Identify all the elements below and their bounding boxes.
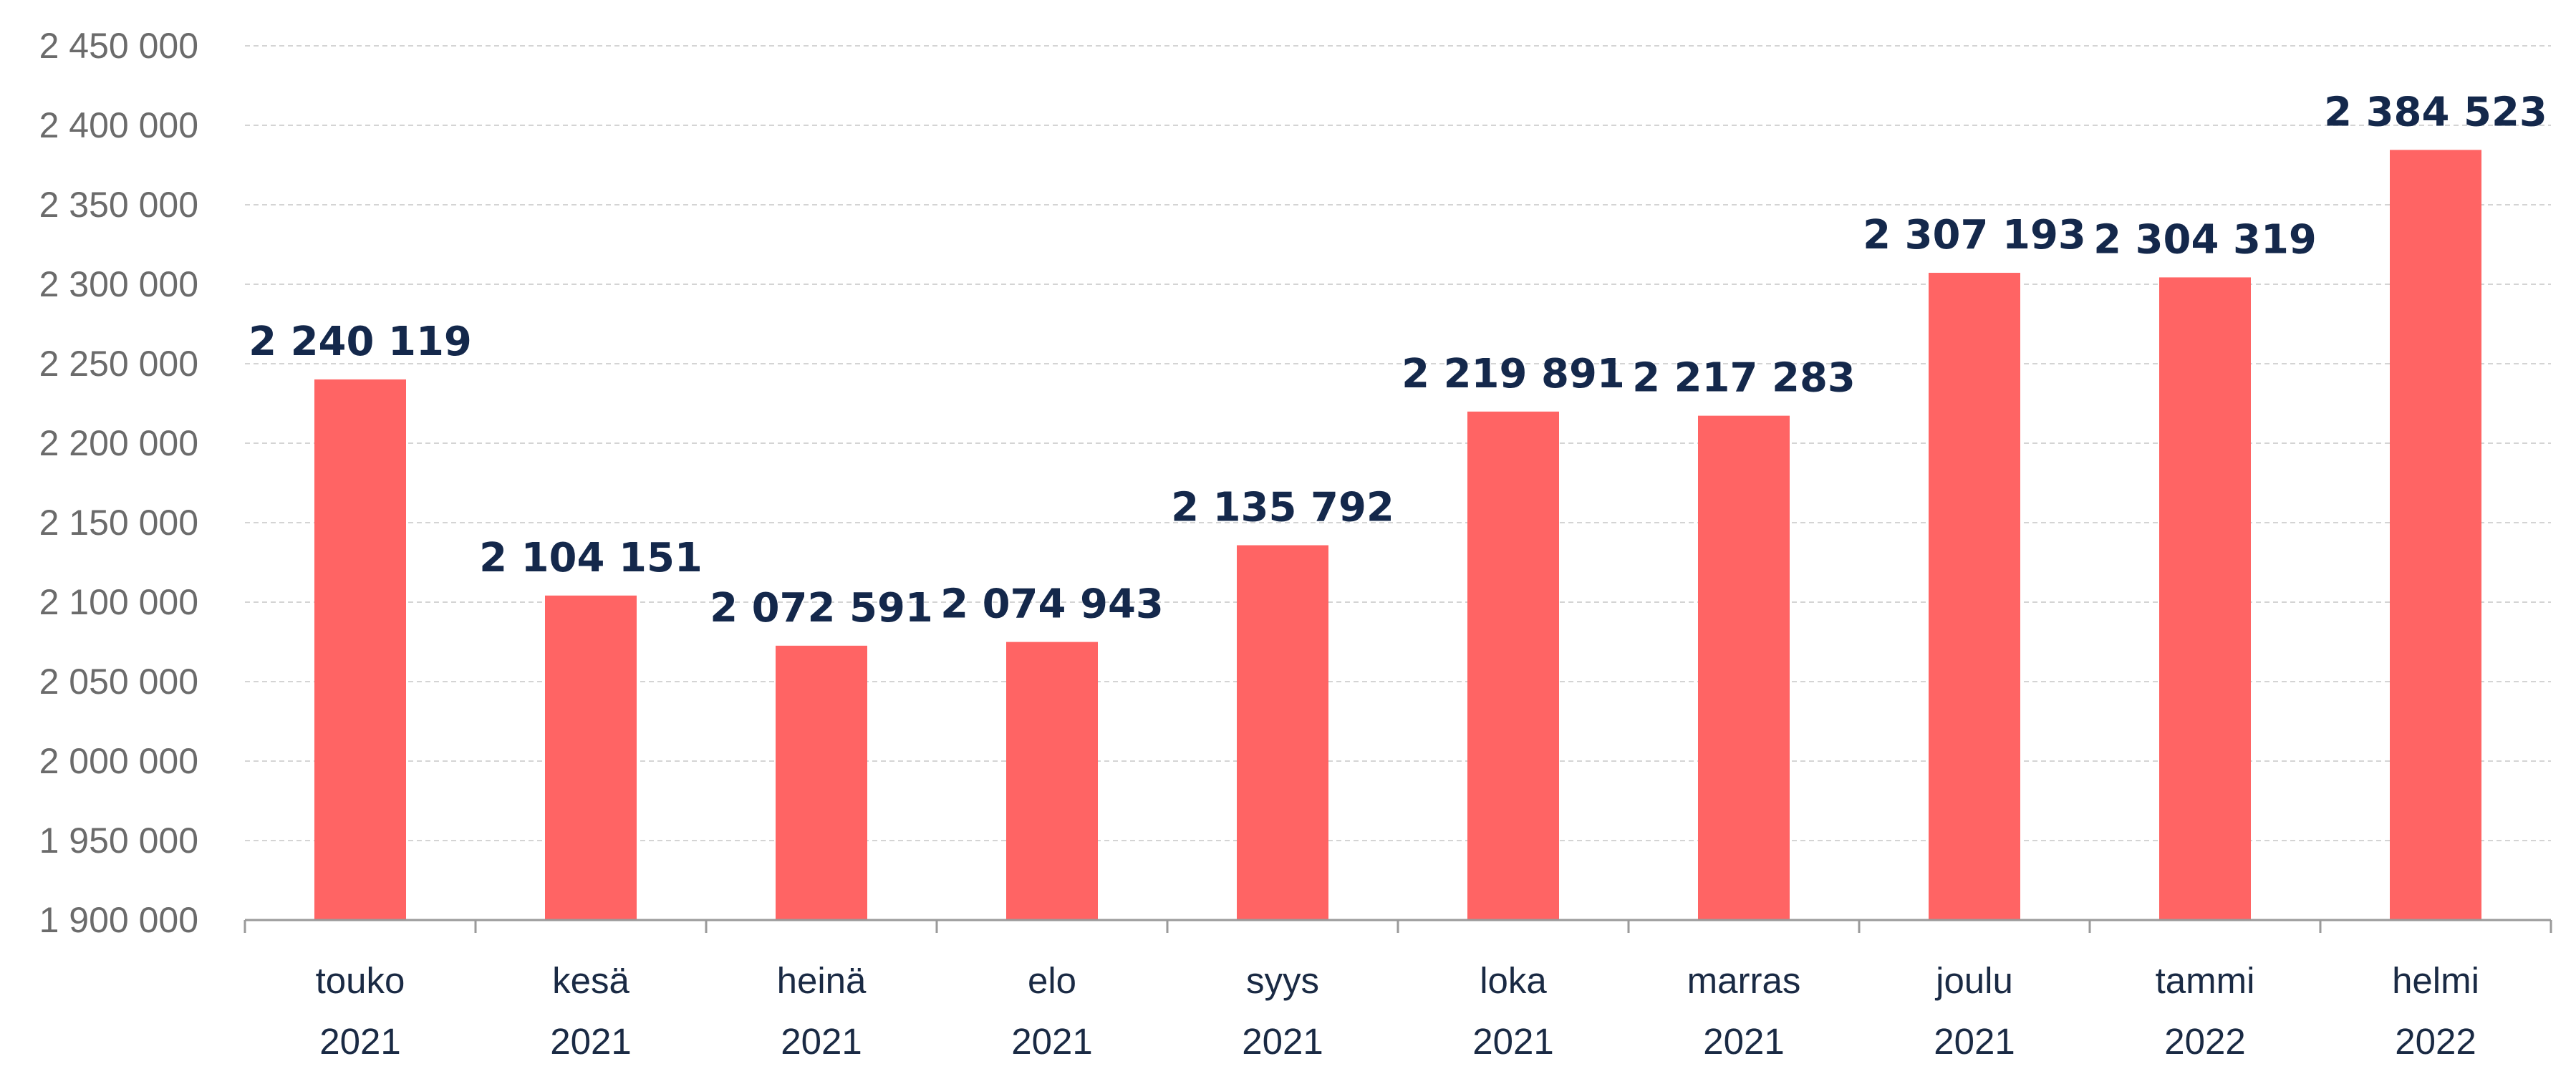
data-label: 2 072 591 — [710, 585, 933, 631]
bars — [314, 150, 2481, 921]
x-tick-label: 2021 — [319, 1021, 400, 1062]
x-tick-label: loka — [1480, 960, 1547, 1001]
y-tick-label: 2 050 000 — [39, 662, 198, 702]
x-tick-label: 2021 — [550, 1021, 631, 1062]
x-tick-label: 2021 — [1011, 1021, 1092, 1062]
x-tick-label: tammi — [2156, 960, 2255, 1001]
bar — [1698, 415, 1790, 920]
bar — [1237, 545, 1328, 920]
x-tick-label: marras — [1687, 960, 1801, 1001]
x-axis: touko 2021 kesä 2021 heinä 2021 elo 2021 syys 202… — [243, 919, 2552, 1062]
x-tick-label: 2021 — [1703, 1021, 1784, 1062]
x-tick-label: heinä — [777, 960, 867, 1001]
x-tick-label: 2021 — [1472, 1021, 1553, 1062]
y-tick-label: 2 100 000 — [39, 582, 198, 622]
data-label: 2 135 792 — [1171, 485, 1394, 531]
bar — [1929, 273, 2020, 920]
data-label: 2 219 891 — [1402, 351, 1625, 397]
x-tick-label: kesä — [552, 960, 629, 1001]
x-tick-label: joulu — [1934, 960, 2013, 1001]
bar — [314, 379, 406, 920]
data-label: 2 304 319 — [2093, 216, 2317, 263]
y-tick-label: 2 250 000 — [39, 344, 198, 384]
x-tick-label: 2021 — [1242, 1021, 1323, 1062]
y-tick-label: 2 300 000 — [39, 264, 198, 304]
y-tick-label: 2 150 000 — [39, 503, 198, 543]
y-tick-label: 2 400 000 — [39, 105, 198, 145]
x-tick-label: 2021 — [1934, 1021, 2015, 1062]
y-tick-label: 2 450 000 — [39, 26, 198, 66]
data-label: 2 074 943 — [940, 581, 1164, 628]
bar — [2159, 277, 2251, 920]
bar — [776, 645, 867, 920]
y-tick-label: 1 900 000 — [39, 900, 198, 940]
gridlines — [245, 45, 2551, 841]
x-tick-label: helmi — [2392, 960, 2479, 1001]
y-tick-label: 2 200 000 — [39, 423, 198, 463]
bar — [2390, 150, 2481, 921]
data-label: 2 217 283 — [1632, 355, 1856, 402]
bar — [545, 595, 637, 920]
x-tick-label: 2022 — [2395, 1021, 2476, 1062]
bar — [1006, 642, 1098, 920]
y-tick-label: 2 000 000 — [39, 741, 198, 781]
data-label: 2 104 151 — [479, 535, 703, 581]
data-label: 2 307 193 — [1863, 212, 2086, 258]
x-tick-label: elo — [1028, 960, 1076, 1001]
x-tick-label: syys — [1246, 960, 1319, 1001]
y-axis: 1 900 000 1 950 000 2 000 000 2 050 000 2 10… — [39, 26, 198, 940]
y-tick-label: 2 350 000 — [39, 185, 198, 225]
data-label: 2 384 523 — [2324, 89, 2547, 135]
bar — [1467, 411, 1559, 920]
x-tick-label: touko — [316, 960, 405, 1001]
y-tick-label: 1 950 000 — [39, 821, 198, 861]
x-tick-label: 2022 — [2164, 1021, 2245, 1062]
data-label: 2 240 119 — [249, 319, 472, 365]
x-tick-label: 2021 — [781, 1021, 862, 1062]
